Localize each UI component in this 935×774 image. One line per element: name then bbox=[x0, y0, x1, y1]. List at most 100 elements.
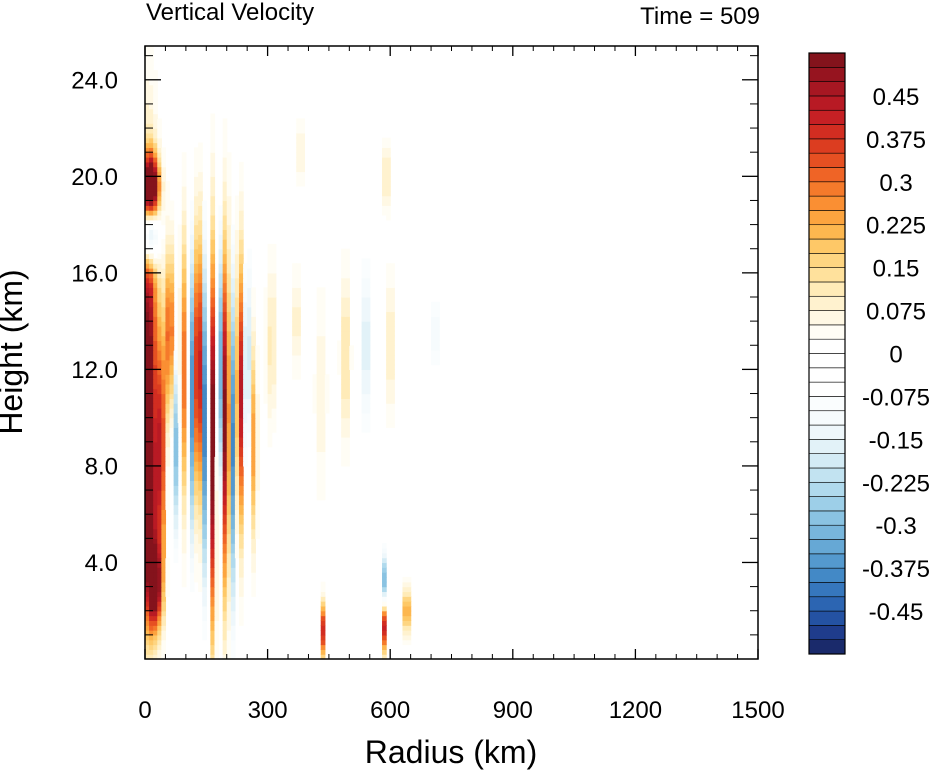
field-cell bbox=[169, 301, 175, 308]
field-cell bbox=[320, 639, 326, 646]
field-cell bbox=[198, 417, 203, 424]
field-cell bbox=[181, 287, 187, 293]
field-cell bbox=[234, 504, 240, 510]
field-cell bbox=[320, 301, 326, 308]
field-cell bbox=[238, 190, 244, 197]
field-cell bbox=[255, 504, 261, 510]
field-cell bbox=[296, 306, 301, 313]
field-cell bbox=[202, 379, 207, 385]
field-cell bbox=[153, 605, 158, 612]
field-cell bbox=[230, 335, 236, 342]
field-cell bbox=[247, 422, 252, 428]
field-cell bbox=[202, 499, 207, 506]
field-cell bbox=[292, 287, 297, 293]
field-cell bbox=[320, 649, 326, 655]
field-cell bbox=[255, 523, 261, 530]
field-cell bbox=[218, 214, 224, 221]
field-cell bbox=[202, 567, 207, 573]
field-cell bbox=[251, 572, 256, 578]
field-cell bbox=[222, 296, 228, 303]
field-cell bbox=[365, 340, 371, 346]
field-cell bbox=[320, 369, 326, 375]
field-cell bbox=[296, 369, 301, 375]
field-cell bbox=[202, 446, 207, 453]
field-cell bbox=[181, 205, 187, 211]
field-cell bbox=[157, 576, 162, 583]
field-cell bbox=[382, 639, 387, 646]
field-cell bbox=[234, 523, 240, 530]
field-cell bbox=[189, 306, 195, 313]
field-cell bbox=[198, 547, 203, 554]
field-cell bbox=[234, 301, 240, 308]
field-cell bbox=[234, 412, 240, 419]
field-cell bbox=[238, 330, 244, 337]
field-cell bbox=[165, 210, 171, 216]
field-cell bbox=[149, 55, 154, 62]
field-cell bbox=[165, 581, 171, 588]
colorbar-box bbox=[808, 596, 846, 612]
field-cell bbox=[218, 268, 224, 274]
field-cell bbox=[173, 451, 179, 457]
field-cell bbox=[149, 205, 154, 211]
field-cell bbox=[165, 422, 171, 428]
field-cell bbox=[149, 311, 154, 317]
field-cell bbox=[165, 316, 171, 322]
field-cell bbox=[267, 292, 273, 298]
field-cell bbox=[189, 364, 195, 370]
field-cell bbox=[165, 427, 171, 433]
field-cell bbox=[218, 490, 224, 496]
field-cell bbox=[181, 185, 187, 192]
field-cell bbox=[153, 649, 158, 655]
field-cell bbox=[161, 591, 167, 597]
field-cell bbox=[145, 364, 150, 370]
field-cell bbox=[345, 253, 350, 259]
field-cell bbox=[238, 234, 244, 240]
field-cell bbox=[230, 427, 236, 433]
field-cell bbox=[267, 296, 273, 303]
field-cell bbox=[341, 306, 346, 313]
field-cell bbox=[365, 417, 371, 424]
field-cell bbox=[386, 142, 391, 148]
field-cell bbox=[169, 214, 175, 221]
field-cell bbox=[320, 388, 326, 395]
field-cell bbox=[243, 379, 248, 385]
field-cell bbox=[320, 417, 326, 424]
field-cell bbox=[153, 330, 158, 337]
field-cell bbox=[177, 277, 183, 284]
field-cell bbox=[238, 403, 244, 409]
field-cell bbox=[145, 253, 150, 259]
field-cell bbox=[218, 277, 224, 284]
field-cell bbox=[198, 412, 203, 419]
field-cell bbox=[169, 427, 175, 433]
field-cell bbox=[202, 205, 207, 211]
field-cell bbox=[214, 625, 220, 631]
field-cell bbox=[153, 504, 158, 510]
field-cell bbox=[165, 562, 171, 568]
field-cell bbox=[271, 263, 277, 269]
field-cell bbox=[165, 494, 171, 501]
field-cell bbox=[145, 316, 150, 322]
field-cell bbox=[165, 224, 171, 231]
field-cell bbox=[189, 301, 195, 308]
field-cell bbox=[226, 417, 232, 424]
field-cell bbox=[247, 436, 252, 443]
field-cell bbox=[181, 427, 187, 433]
field-cell bbox=[198, 504, 203, 510]
colorbar-label: 0.075 bbox=[866, 299, 926, 326]
field-cell bbox=[198, 543, 203, 549]
field-cell bbox=[222, 576, 228, 583]
field-cell bbox=[230, 398, 236, 404]
field-cell bbox=[161, 605, 167, 612]
field-cell bbox=[189, 383, 195, 390]
field-cell bbox=[406, 615, 412, 621]
field-cell bbox=[222, 601, 228, 607]
field-cell bbox=[222, 485, 228, 491]
field-cell bbox=[161, 543, 167, 549]
field-cell bbox=[226, 644, 232, 650]
field-cell bbox=[157, 432, 162, 438]
field-cell bbox=[145, 586, 150, 593]
field-cell bbox=[316, 301, 322, 308]
field-cell bbox=[145, 620, 150, 626]
field-cell bbox=[202, 408, 207, 414]
field-cell bbox=[296, 287, 301, 293]
